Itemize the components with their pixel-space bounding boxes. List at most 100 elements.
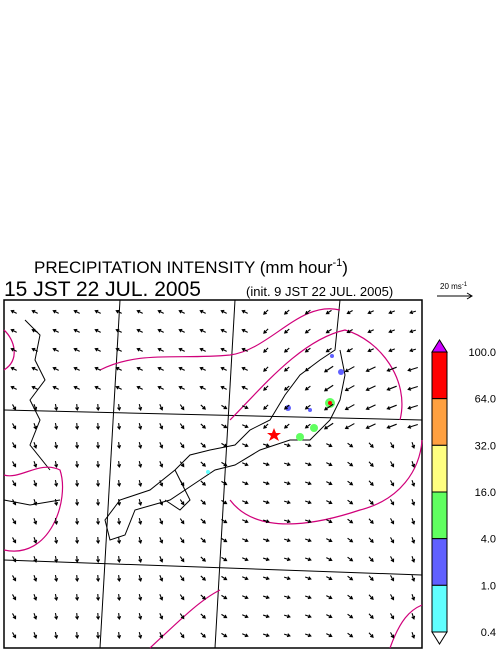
- wind-arrow: [179, 575, 185, 582]
- wind-arrow: [263, 347, 269, 353]
- wind-arrow: [10, 366, 17, 371]
- wind-arrow: [368, 537, 374, 544]
- wind-arrow: [242, 462, 249, 467]
- wind-arrow: [94, 309, 101, 314]
- wind-arrow: [411, 441, 416, 449]
- location-star: [267, 428, 281, 441]
- wind-arrow: [367, 329, 374, 334]
- wind-arrow: [283, 385, 290, 391]
- wind-arrow: [10, 385, 17, 390]
- wind-arrow: [304, 481, 312, 486]
- wind-arrow: [96, 422, 101, 431]
- vector-scale-arrow: [437, 292, 473, 300]
- wind-arrow: [159, 461, 164, 468]
- wind-arrow: [390, 480, 395, 487]
- wind-arrow: [96, 403, 101, 412]
- wind-arrow: [407, 405, 418, 410]
- coast-korea: [24, 319, 51, 471]
- contour: [229, 439, 423, 525]
- wind-arrow: [138, 593, 143, 601]
- colorbar-label: 4.0: [481, 534, 496, 546]
- wind-arrow: [159, 518, 164, 525]
- wind-arrow: [242, 614, 249, 619]
- wind-arrow: [411, 631, 416, 639]
- wind-arrow: [75, 479, 80, 488]
- wind-arrow: [117, 460, 122, 469]
- wind-arrow: [283, 538, 291, 543]
- wind-arrow: [94, 366, 101, 371]
- wind-arrow: [220, 366, 227, 371]
- wind-arrow: [344, 404, 355, 411]
- wind-arrow: [52, 385, 59, 390]
- wind-arrow: [409, 310, 417, 315]
- wind-arrow: [325, 347, 332, 353]
- wind-arrow: [221, 461, 228, 467]
- wind-arrow: [304, 595, 312, 600]
- wind-arrow: [136, 328, 143, 333]
- wind-arrow: [159, 613, 164, 620]
- wind-arrow: [263, 385, 269, 391]
- wind-arrow: [326, 557, 333, 562]
- wind-arrow: [326, 614, 333, 619]
- wind-arrow: [33, 403, 38, 411]
- map: [3, 299, 423, 649]
- wind-arrow: [52, 328, 59, 333]
- wind-arrow: [157, 347, 164, 352]
- wind-arrow: [221, 404, 228, 410]
- wind-arrow: [346, 348, 353, 353]
- wind-arrow: [31, 347, 38, 352]
- wind-arrow: [390, 632, 395, 639]
- wind-arrow: [96, 498, 101, 507]
- wind-arrow: [54, 403, 59, 411]
- valid-time: 15 JST 22 JUL. 2005: [4, 278, 201, 301]
- wind-arrow: [283, 347, 290, 353]
- wind-arrow: [242, 595, 249, 600]
- wind-arrow: [200, 442, 206, 448]
- wind-arrow: [117, 403, 122, 412]
- wind-arrow: [368, 575, 374, 582]
- wind-arrow: [242, 481, 249, 486]
- wind-arrow: [159, 480, 164, 487]
- wind-arrow: [347, 442, 354, 448]
- wind-arrow: [365, 404, 376, 410]
- wind-arrow: [136, 309, 143, 314]
- wind-arrow: [12, 499, 17, 506]
- wind-arrow: [262, 481, 270, 486]
- contour: [149, 589, 221, 649]
- wind-arrow: [283, 309, 290, 315]
- wind-arrow: [283, 328, 290, 334]
- coastlines: [3, 299, 423, 649]
- wind-arrow: [96, 574, 101, 583]
- wind-arrow: [304, 538, 312, 543]
- wind-arrow: [262, 519, 270, 524]
- wind-vectors: [10, 309, 418, 640]
- wind-arrow: [75, 631, 80, 640]
- wind-arrow: [75, 498, 80, 507]
- wind-arrow: [242, 538, 249, 543]
- wind-arrow: [323, 365, 334, 373]
- wind-arrow: [54, 555, 59, 563]
- wind-arrow: [138, 441, 143, 449]
- wind-arrow: [283, 423, 290, 429]
- wind-arrow: [31, 385, 38, 390]
- colorbar-top: [431, 339, 448, 353]
- wind-arrow: [200, 480, 206, 486]
- colorbar-bin: [431, 584, 448, 633]
- wind-arrow: [262, 633, 270, 638]
- wind-arrow: [54, 422, 59, 430]
- wind-arrow: [263, 366, 269, 372]
- wind-arrow: [179, 499, 185, 506]
- wind-arrow: [368, 632, 374, 639]
- wind-arrow: [12, 404, 17, 411]
- contour: [99, 308, 341, 371]
- wind-arrow: [157, 385, 164, 390]
- colorbar-label: 32.0: [475, 440, 496, 452]
- wind-arrow: [52, 366, 59, 371]
- colorbar-label: 16.0: [475, 487, 496, 499]
- wind-arrow: [199, 328, 206, 333]
- wind-arrow: [347, 537, 354, 543]
- contour: [389, 604, 423, 649]
- wind-arrow: [386, 423, 397, 429]
- wind-arrow: [262, 443, 270, 448]
